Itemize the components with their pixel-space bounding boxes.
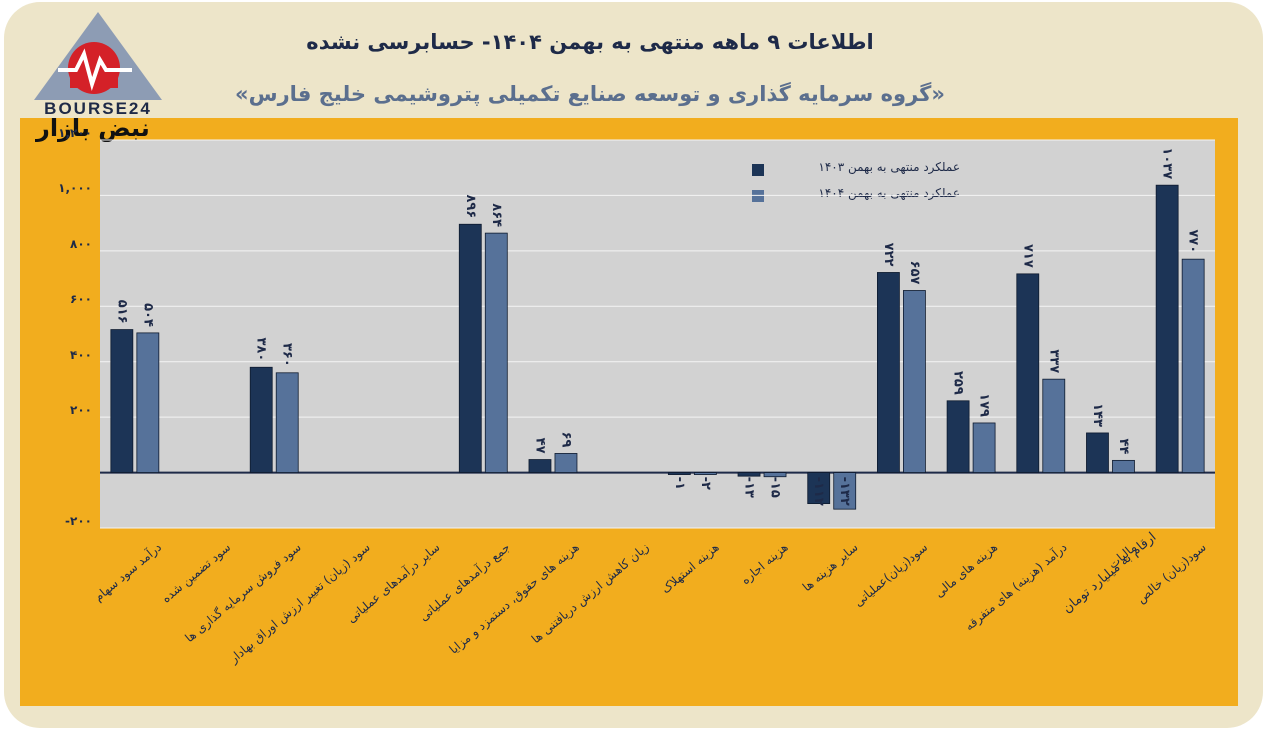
legend-swatch-1404 [752, 190, 764, 202]
data-label: ۳۳۷ [1046, 349, 1061, 373]
bar-1403 [667, 472, 691, 475]
bar-1404 [833, 472, 857, 510]
y-tick-label: ۱,۲۰۰ [58, 126, 92, 140]
data-label: ۶۹ [558, 432, 573, 448]
bar-1403 [110, 329, 134, 473]
bar-1404 [972, 422, 996, 473]
bar-1404 [763, 472, 787, 478]
legend-swatch-1403 [752, 164, 764, 176]
data-label: -۱۵ [768, 477, 783, 498]
bar-1404 [693, 472, 717, 475]
bourse24-logo-icon: BOURSE24 [34, 12, 162, 118]
legend-item-1403: عملکرد منتهی به بهمن ۱۴۰۳ [752, 158, 972, 184]
bar-1403 [1086, 432, 1109, 473]
y-tick-label: ۸۰۰ [70, 236, 92, 251]
data-label: ۱۷۹ [977, 393, 992, 417]
data-label: ۲۵۹ [951, 371, 966, 395]
data-label: ۸۶۴ [489, 203, 504, 227]
data-label: ۷۲۲ [881, 243, 896, 267]
bar-1403 [528, 459, 552, 473]
y-tick-label: ۲۰۰ [70, 403, 92, 418]
bar-1404 [1042, 378, 1066, 473]
logo-brand-text: BOURSE24 [44, 99, 152, 118]
data-label: ۱۴۳ [1090, 403, 1105, 427]
y-tick-label: -۲۰۰ [65, 514, 92, 528]
bar-1403 [458, 223, 482, 473]
bar-1404 [136, 332, 160, 473]
bar-1403 [249, 366, 273, 473]
data-label: ۴۴ [1116, 439, 1131, 455]
bar-1403 [946, 400, 970, 473]
data-label: ۳۸۰ [254, 337, 269, 361]
bar-1404 [554, 453, 578, 473]
data-label: ۷۱۷ [1020, 244, 1035, 268]
legend: عملکرد منتهی به بهمن ۱۴۰۳ عملکرد منتهی ب… [752, 158, 972, 210]
data-label: -۱۳۲ [837, 477, 852, 506]
data-label: ۱۰۳۷ [1160, 147, 1175, 179]
bar-1404 [903, 290, 926, 473]
bar-1403 [877, 272, 900, 473]
bar-1403 [1155, 184, 1179, 473]
bar-1403 [737, 472, 761, 477]
legend-label-1403: عملکرد منتهی به بهمن ۱۴۰۳ [818, 160, 960, 174]
data-label: -۱۳ [742, 477, 757, 498]
legend-label-1404: عملکرد منتهی به بهمن ۱۴۰۴ [818, 186, 960, 200]
bar-1404 [1112, 459, 1135, 473]
data-label: -۲ [698, 477, 713, 490]
data-label: ۴۷ [532, 438, 547, 454]
data-label: ۷۷۰ [1186, 229, 1201, 253]
legend-item-1404: عملکرد منتهی به بهمن ۱۴۰۴ [752, 184, 972, 210]
data-label: ۳۶۰ [280, 343, 295, 367]
data-label: -۱ [672, 477, 687, 490]
y-tick-label: ۶۰۰ [70, 292, 92, 307]
data-label: ۸۹۶ [463, 194, 478, 218]
data-label: ۶۵۷ [907, 261, 922, 285]
bar-1404 [484, 232, 508, 473]
data-label: -۱۱۲ [811, 477, 826, 506]
bar-1403 [807, 472, 831, 505]
y-tick-label: ۱,۰۰۰ [58, 181, 92, 196]
y-tick-label: ۴۰۰ [70, 347, 92, 362]
chart-title: اطلاعات ۹ ماهه منتهی به بهمن ۱۴۰۴- حسابر… [306, 30, 874, 54]
bar-1404 [275, 372, 299, 473]
data-label: ۵۰۴ [140, 303, 155, 327]
bar-1404 [1181, 258, 1205, 473]
bar-1403 [1016, 273, 1040, 473]
chart-subtitle: «گروه سرمایه گذاری و توسعه صنایع تکمیلی … [235, 82, 945, 106]
data-label: ۵۱۶ [114, 300, 129, 324]
logo-caption: نبض بازار [36, 114, 150, 142]
